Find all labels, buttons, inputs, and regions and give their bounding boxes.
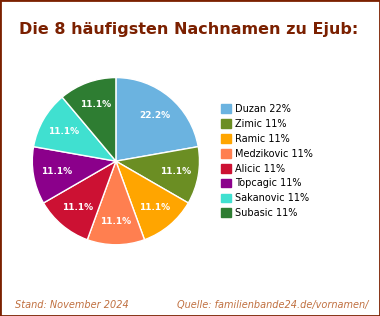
Wedge shape bbox=[116, 161, 188, 240]
Text: 11.1%: 11.1% bbox=[41, 167, 72, 176]
Wedge shape bbox=[87, 161, 144, 245]
Text: Die 8 häufigsten Nachnamen zu Ejub:: Die 8 häufigsten Nachnamen zu Ejub: bbox=[19, 22, 358, 37]
Wedge shape bbox=[32, 147, 116, 203]
Text: 11.1%: 11.1% bbox=[160, 167, 191, 176]
Text: 11.1%: 11.1% bbox=[139, 203, 170, 212]
Text: 11.1%: 11.1% bbox=[48, 127, 79, 136]
Text: 11.1%: 11.1% bbox=[80, 100, 111, 109]
Text: 22.2%: 22.2% bbox=[139, 111, 170, 119]
Wedge shape bbox=[116, 147, 200, 203]
Legend: Duzan 22%, Zimic 11%, Ramic 11%, Medzikovic 11%, Alicic 11%, Topcagic 11%, Sakan: Duzan 22%, Zimic 11%, Ramic 11%, Medziko… bbox=[222, 104, 313, 218]
Text: 11.1%: 11.1% bbox=[62, 203, 93, 212]
Text: Stand: November 2024: Stand: November 2024 bbox=[15, 300, 129, 310]
Text: 11.1%: 11.1% bbox=[100, 217, 131, 226]
Wedge shape bbox=[62, 77, 116, 161]
Text: Quelle: familienbande24.de/vornamen/: Quelle: familienbande24.de/vornamen/ bbox=[177, 300, 369, 310]
Wedge shape bbox=[116, 77, 198, 161]
Wedge shape bbox=[33, 97, 116, 161]
Wedge shape bbox=[43, 161, 116, 240]
